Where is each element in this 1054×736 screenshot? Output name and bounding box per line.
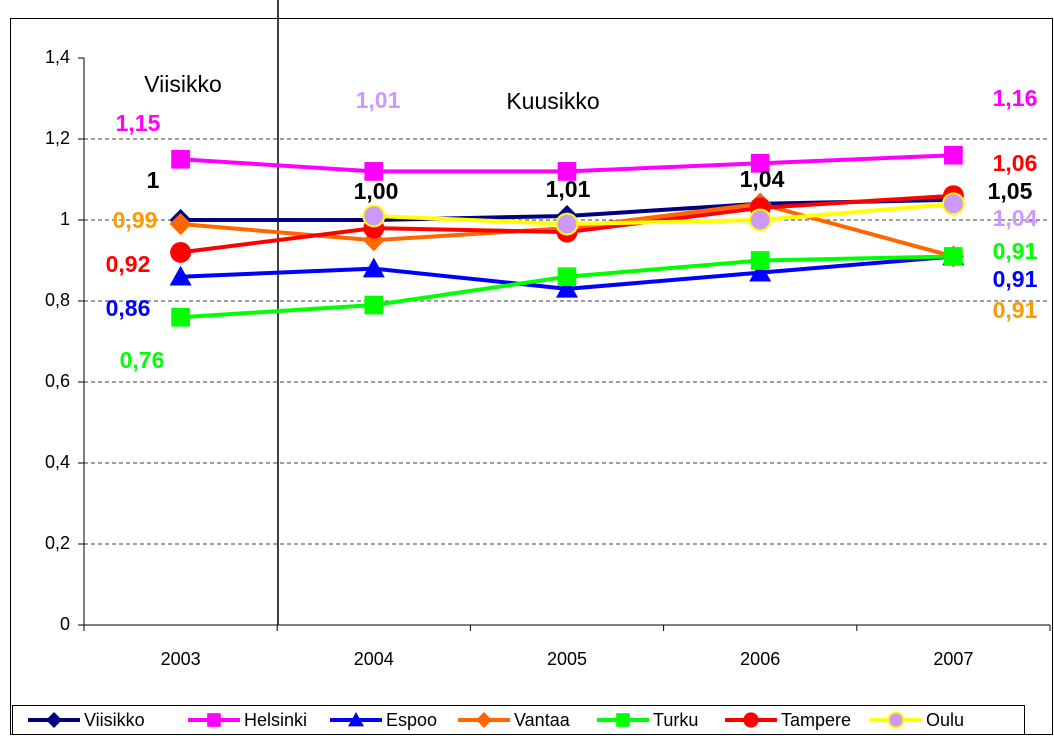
data-label: 1,04 [993, 205, 1038, 231]
marker [944, 247, 963, 266]
legend-label: Oulu [926, 710, 964, 730]
data-label: 1,01 [546, 176, 591, 202]
legend-marker [743, 712, 759, 728]
data-label: 0,99 [113, 207, 158, 233]
data-label: 0,92 [106, 251, 151, 277]
y-tick-label: 1 [60, 209, 70, 229]
x-tick-label: 2007 [933, 649, 973, 669]
marker [556, 277, 578, 298]
legend-label: Turku [653, 710, 698, 730]
data-label: 0,86 [106, 295, 151, 321]
marker [555, 212, 579, 236]
marker [364, 295, 384, 315]
annotation: Kuusikko [506, 88, 599, 114]
data-label: 1,00 [354, 178, 399, 204]
chart-border [10, 18, 1053, 735]
marker [169, 213, 192, 236]
data-label: 1,05 [988, 178, 1033, 204]
legend-label: Tampere [781, 710, 851, 730]
x-tick-label: 2004 [354, 649, 394, 669]
legend-label: Espoo [386, 710, 437, 730]
marker [169, 265, 192, 286]
data-label: 1,04 [740, 166, 785, 192]
data-label: 0,91 [993, 266, 1038, 292]
legend-marker [348, 712, 364, 727]
data-label: 1,01 [356, 87, 401, 113]
marker [557, 267, 577, 287]
data-label: 1,15 [116, 110, 161, 136]
legend-marker [207, 713, 221, 727]
y-tick-label: 0,2 [45, 533, 70, 553]
legend-marker [46, 712, 62, 728]
legend-label: Viisikko [84, 710, 145, 730]
marker [749, 261, 772, 282]
x-tick-label: 2003 [161, 649, 201, 669]
annotation: Viisikko [144, 71, 222, 97]
marker [941, 192, 965, 216]
marker [944, 145, 963, 165]
data-label: 0,91 [993, 238, 1038, 264]
y-tick-label: 1,2 [45, 128, 70, 148]
y-tick-label: 0 [60, 614, 70, 634]
marker [557, 162, 577, 181]
data-label: 1,16 [993, 85, 1038, 111]
legend-box [12, 705, 1025, 735]
legend-marker [887, 711, 905, 729]
marker [362, 257, 385, 278]
marker [170, 241, 192, 263]
y-tick-label: 0,8 [45, 290, 70, 310]
marker [171, 307, 190, 327]
y-tick-label: 0,6 [45, 371, 70, 391]
legend-marker [616, 713, 630, 727]
data-label: 1,06 [993, 150, 1038, 176]
marker [748, 208, 772, 232]
y-tick-label: 0,4 [45, 452, 70, 472]
legend-label: Helsinki [244, 710, 307, 730]
legend-label: Vantaa [514, 710, 571, 730]
marker [750, 153, 770, 173]
x-tick-label: 2006 [740, 649, 780, 669]
data-label: 0,91 [993, 297, 1038, 323]
data-label: 1 [147, 167, 160, 193]
x-tick-label: 2005 [547, 649, 587, 669]
marker [171, 149, 190, 169]
legend-marker [476, 712, 492, 728]
data-label: 0,76 [120, 347, 165, 373]
marker [364, 162, 384, 181]
y-tick-label: 1,4 [45, 47, 70, 67]
marker [750, 251, 770, 270]
series-line [373, 201, 954, 227]
marker [362, 204, 386, 228]
